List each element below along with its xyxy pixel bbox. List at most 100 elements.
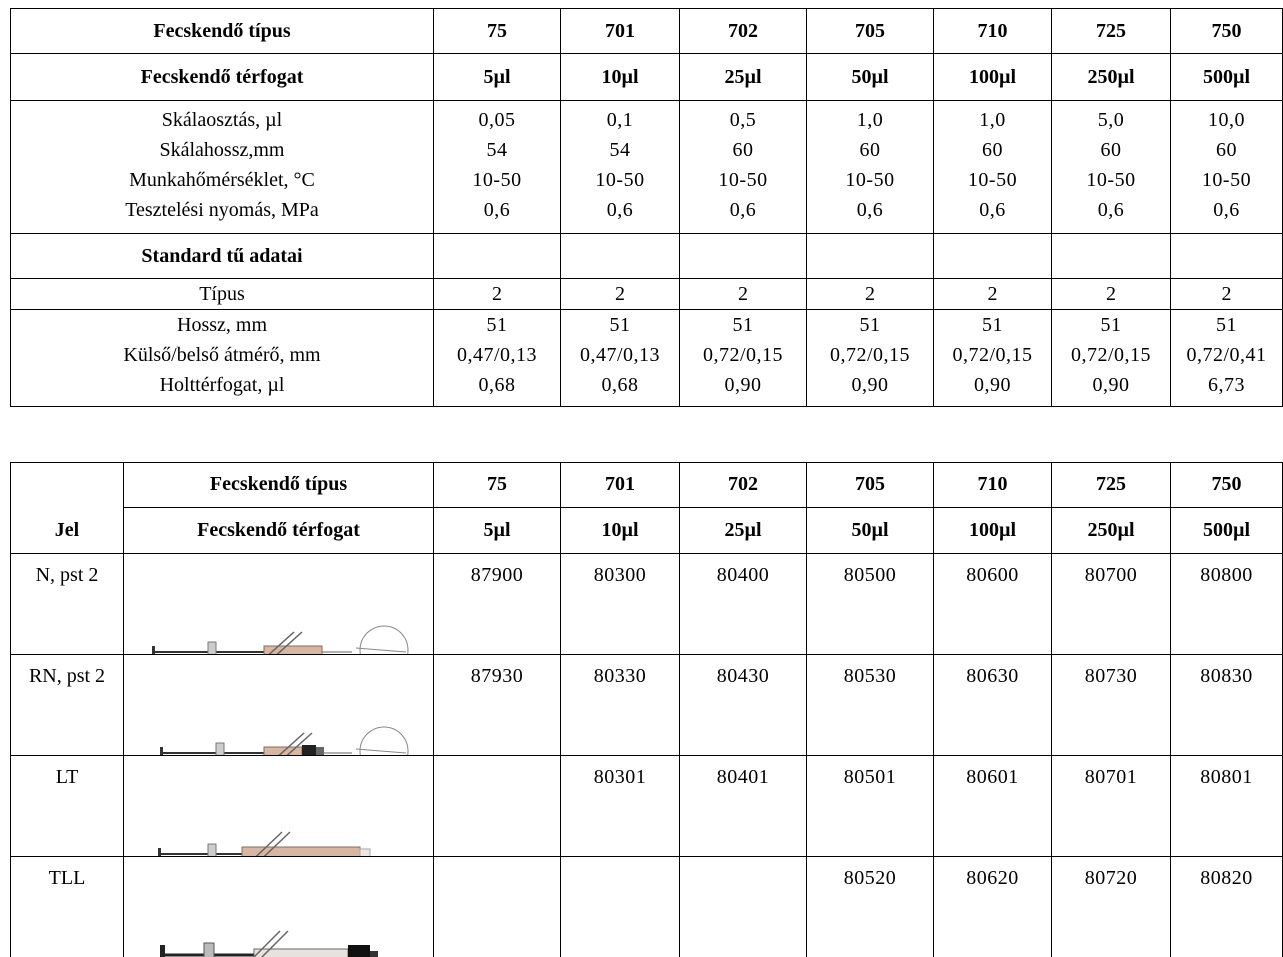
needle-spec-col: 51 0,72/0,15 0,90 bbox=[1052, 310, 1171, 407]
needle-spec-value: 0,47/0,13 bbox=[434, 340, 560, 370]
type-cell: 701 bbox=[561, 9, 680, 54]
type-cell: 750 bbox=[1171, 9, 1283, 54]
needle-spec-label: Hossz, mm bbox=[11, 310, 433, 340]
spec-value: 54 bbox=[561, 135, 679, 165]
order-code: 80500 bbox=[807, 554, 934, 655]
jel-cell: RN, pst 2 bbox=[11, 655, 124, 756]
volume-cell: 10µl bbox=[561, 507, 680, 554]
needle-spec-value: 0,72/0,41 bbox=[1171, 340, 1282, 370]
order-code: 80301 bbox=[561, 756, 680, 857]
spec-col: 1,0 60 10-50 0,6 bbox=[934, 101, 1052, 234]
spec-value: 60 bbox=[1171, 135, 1282, 165]
needle-spec-value: 0,72/0,15 bbox=[680, 340, 806, 370]
spec-value: 1,0 bbox=[807, 105, 933, 135]
syringe-type-label: Fecskendő típus bbox=[124, 463, 434, 508]
spec-type-row: Fecskendő típus 75 701 702 705 710 725 7… bbox=[11, 9, 1283, 54]
volume-cell: 500µl bbox=[1171, 507, 1283, 554]
jel-cell: TLL bbox=[11, 857, 124, 957]
type-cell: 710 bbox=[934, 9, 1052, 54]
type-cell: 75 bbox=[434, 9, 561, 54]
spec-value: 60 bbox=[1052, 135, 1170, 165]
spec-value: 10-50 bbox=[561, 165, 679, 195]
order-code: 80820 bbox=[1171, 857, 1283, 957]
syringe-rn-icon bbox=[124, 655, 434, 756]
order-code bbox=[680, 857, 807, 957]
spec-labels: Skálaosztás, µl Skálahossz,mm Munkahőmér… bbox=[11, 101, 434, 234]
order-type-row: Fecskendő típus 75 701 702 705 710 725 7… bbox=[11, 463, 1283, 508]
type-cell: 702 bbox=[680, 463, 807, 508]
spec-col: 5,0 60 10-50 0,6 bbox=[1052, 101, 1171, 234]
volume-cell: 10µl bbox=[561, 54, 680, 101]
volume-cell: 100µl bbox=[934, 54, 1052, 101]
type-cell: 705 bbox=[807, 9, 934, 54]
order-code: 80400 bbox=[680, 554, 807, 655]
order-code: 80800 bbox=[1171, 554, 1283, 655]
needle-spec-value: 0,90 bbox=[934, 370, 1051, 400]
spec-value: 0,6 bbox=[561, 195, 679, 225]
needle-spec-col: 51 0,72/0,15 0,90 bbox=[934, 310, 1052, 407]
needle-type-label: Típus bbox=[11, 279, 434, 310]
syringe-type-label: Fecskendő típus bbox=[11, 9, 434, 54]
spec-value: 5,0 bbox=[1052, 105, 1170, 135]
empty-cell bbox=[561, 234, 680, 279]
empty-cell bbox=[680, 234, 807, 279]
volume-cell: 25µl bbox=[680, 54, 807, 101]
jel-label: Jel bbox=[11, 507, 124, 554]
empty-cell bbox=[934, 234, 1052, 279]
needle-spec-value: 51 bbox=[1052, 310, 1170, 340]
needle-spec-value: 0,47/0,13 bbox=[561, 340, 679, 370]
spec-value: 0,6 bbox=[934, 195, 1051, 225]
spec-value: 1,0 bbox=[934, 105, 1051, 135]
order-code: 80730 bbox=[1052, 655, 1171, 756]
order-code: 80700 bbox=[1052, 554, 1171, 655]
spec-value: 10-50 bbox=[807, 165, 933, 195]
spec-col: 1,0 60 10-50 0,6 bbox=[807, 101, 934, 234]
spec-value: 60 bbox=[680, 135, 806, 165]
empty-cell bbox=[434, 234, 561, 279]
needle-spec-col: 51 0,72/0,41 6,73 bbox=[1171, 310, 1283, 407]
spec-value: 0,6 bbox=[434, 195, 560, 225]
needle-spec-value: 51 bbox=[807, 310, 933, 340]
syringe-lt-icon bbox=[124, 756, 434, 857]
volume-cell: 250µl bbox=[1052, 507, 1171, 554]
needle-header: Standard tű adatai bbox=[11, 234, 434, 279]
order-code bbox=[561, 857, 680, 957]
jel-spacer bbox=[11, 463, 124, 508]
type-cell: 702 bbox=[680, 9, 807, 54]
spec-value: 0,05 bbox=[434, 105, 560, 135]
needle-spec-value: 51 bbox=[434, 310, 560, 340]
type-cell: 750 bbox=[1171, 463, 1283, 508]
spec-value: 60 bbox=[807, 135, 933, 165]
needle-type-value: 2 bbox=[807, 279, 934, 310]
empty-cell bbox=[1052, 234, 1171, 279]
volume-cell: 500µl bbox=[1171, 54, 1283, 101]
order-table: Fecskendő típus 75 701 702 705 710 725 7… bbox=[10, 462, 1283, 957]
spec-value: 0,5 bbox=[680, 105, 806, 135]
needle-spec-value: 51 bbox=[1171, 310, 1282, 340]
needle-spec-value: 0,90 bbox=[807, 370, 933, 400]
spec-value: 0,1 bbox=[561, 105, 679, 135]
spec-label: Munkahőmérséklet, °C bbox=[11, 165, 433, 195]
order-code: 80430 bbox=[680, 655, 807, 756]
volume-cell: 25µl bbox=[680, 507, 807, 554]
spec-value: 0,6 bbox=[1171, 195, 1282, 225]
order-code: 80520 bbox=[807, 857, 934, 957]
volume-cell: 50µl bbox=[807, 54, 934, 101]
order-volume-row: Jel Fecskendő térfogat 5µl 10µl 25µl 50µ… bbox=[11, 507, 1283, 554]
order-code: 87930 bbox=[434, 655, 561, 756]
empty-cell bbox=[1171, 234, 1283, 279]
order-row-n: N, pst 2 87900 80300 80400 80500 80600 bbox=[11, 554, 1283, 655]
needle-type-row: Típus 2 2 2 2 2 2 2 bbox=[11, 279, 1283, 310]
spec-col: 0,05 54 10-50 0,6 bbox=[434, 101, 561, 234]
spec-col: 0,1 54 10-50 0,6 bbox=[561, 101, 680, 234]
volume-cell: 250µl bbox=[1052, 54, 1171, 101]
spec-label: Tesztelési nyomás, MPa bbox=[11, 195, 433, 225]
spec-value: 0,6 bbox=[1052, 195, 1170, 225]
needle-spec-col: 51 0,72/0,15 0,90 bbox=[680, 310, 807, 407]
syringe-volume-label: Fecskendő térfogat bbox=[11, 54, 434, 101]
type-cell: 725 bbox=[1052, 9, 1171, 54]
order-code: 80720 bbox=[1052, 857, 1171, 957]
needle-spec-value: 51 bbox=[680, 310, 806, 340]
syringe-n-icon bbox=[124, 554, 434, 655]
spec-values-row: Skálaosztás, µl Skálahossz,mm Munkahőmér… bbox=[11, 101, 1283, 234]
